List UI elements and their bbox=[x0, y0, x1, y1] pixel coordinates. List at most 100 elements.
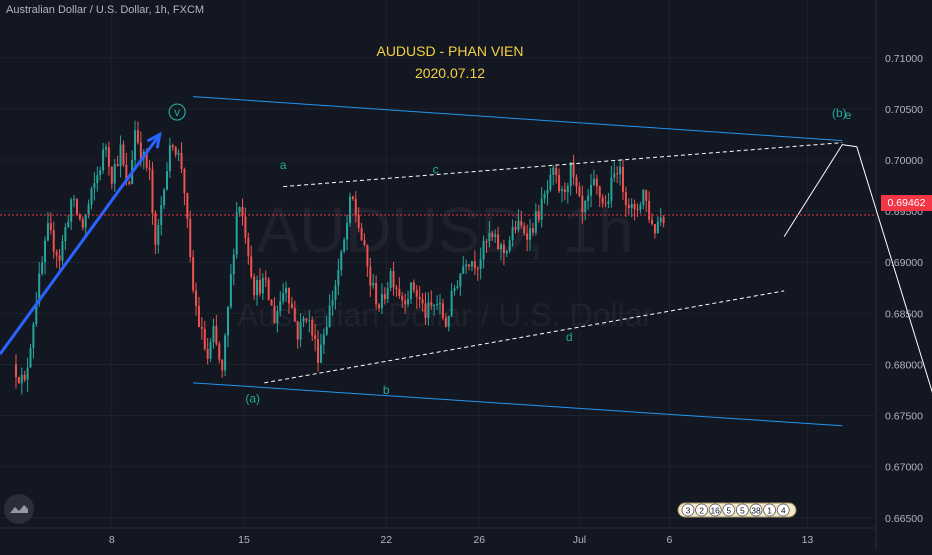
time-tick-label: 6 bbox=[667, 534, 673, 546]
candle-down bbox=[662, 217, 665, 224]
price-axis[interactable]: 0.710000.705000.700000.695000.690000.685… bbox=[885, 53, 923, 525]
candle-up bbox=[549, 174, 552, 190]
candle-up bbox=[113, 164, 116, 184]
candle-up bbox=[433, 305, 436, 307]
candle-up bbox=[64, 227, 67, 242]
candle-up bbox=[285, 287, 288, 294]
candle-down bbox=[633, 203, 636, 210]
candle-down bbox=[81, 219, 84, 228]
candle-down bbox=[526, 233, 529, 240]
candle-down bbox=[116, 164, 119, 167]
time-tick-label: 22 bbox=[380, 534, 392, 546]
candle-up bbox=[482, 241, 485, 260]
candle-up bbox=[325, 326, 328, 335]
candle-down bbox=[395, 287, 398, 290]
candle-up bbox=[517, 220, 520, 230]
analysis-title-line1: AUDUSD - PHAN VIEN bbox=[376, 43, 523, 59]
candle-down bbox=[215, 325, 218, 344]
candle-down bbox=[128, 181, 131, 185]
watermark-symbol: AUDUSD, 1h bbox=[257, 194, 634, 266]
candle-up bbox=[508, 240, 511, 251]
event-badge-circle bbox=[749, 503, 763, 517]
candle-down bbox=[151, 169, 154, 214]
impulse-arrow-line bbox=[0, 133, 161, 356]
drawings bbox=[0, 96, 932, 427]
candle-up bbox=[134, 130, 137, 161]
candle-down bbox=[58, 255, 61, 261]
candle-down bbox=[383, 294, 386, 300]
candle-down bbox=[468, 264, 471, 267]
event-badge[interactable]: 5 bbox=[722, 503, 736, 517]
candle-up bbox=[279, 301, 282, 312]
candle-down bbox=[378, 304, 381, 309]
candle-up bbox=[479, 259, 482, 269]
event-badge-count: 1 bbox=[767, 506, 772, 516]
candle-down bbox=[598, 186, 601, 198]
triangle-lower-line bbox=[264, 290, 785, 384]
candle-down bbox=[351, 196, 354, 199]
candle-up bbox=[67, 221, 70, 228]
candle-up bbox=[226, 306, 229, 336]
candle-down bbox=[558, 174, 561, 192]
candle-down bbox=[197, 305, 200, 327]
candle-up bbox=[102, 149, 105, 171]
candle-down bbox=[192, 257, 195, 291]
event-badge[interactable]: 2 bbox=[695, 503, 708, 517]
event-badge[interactable]: 4 bbox=[776, 503, 790, 517]
wave-label-b: (b) bbox=[832, 106, 847, 120]
event-badge-count: 4 bbox=[781, 506, 786, 516]
candle-down bbox=[247, 237, 250, 257]
event-badge[interactable]: 1 bbox=[763, 503, 776, 517]
candle-up bbox=[427, 302, 430, 318]
event-badge-circle bbox=[681, 503, 695, 517]
event-badge[interactable]: 3 bbox=[681, 503, 695, 517]
candle-down bbox=[354, 198, 357, 215]
candle-up bbox=[119, 144, 122, 167]
time-axis[interactable]: 8152226Jul61320 bbox=[109, 534, 932, 546]
price-tick-label: 0.70000 bbox=[885, 155, 923, 167]
candle-up bbox=[389, 271, 392, 289]
candle-up bbox=[453, 288, 456, 292]
candle-up bbox=[276, 311, 279, 324]
candle-up bbox=[26, 367, 29, 380]
candle-up bbox=[99, 170, 102, 176]
candle-down bbox=[296, 321, 299, 340]
wave-label-b: b bbox=[383, 383, 390, 397]
candle-up bbox=[256, 279, 259, 296]
candle-down bbox=[273, 305, 276, 324]
price-tick-label: 0.71000 bbox=[885, 53, 923, 65]
economic-events[interactable]: 3 2 16 5 5 38 1 4 bbox=[677, 502, 797, 518]
candle-down bbox=[441, 303, 444, 318]
candle-down bbox=[174, 147, 177, 155]
candlestick-series bbox=[14, 120, 665, 395]
candle-up bbox=[450, 291, 453, 316]
candle-up bbox=[212, 325, 215, 343]
candle-up bbox=[44, 240, 47, 263]
candle-up bbox=[534, 211, 537, 233]
candle-down bbox=[17, 376, 20, 384]
candle-down bbox=[421, 299, 424, 304]
event-badge-count: 2 bbox=[699, 506, 704, 516]
candle-down bbox=[514, 227, 517, 230]
candle-down bbox=[195, 290, 198, 306]
candle-down bbox=[200, 326, 203, 329]
candle-down bbox=[491, 232, 494, 238]
candle-up bbox=[587, 195, 590, 201]
candle-down bbox=[651, 219, 654, 225]
candle-up bbox=[282, 293, 285, 302]
event-badge[interactable]: 5 bbox=[736, 503, 749, 517]
candle-down bbox=[375, 283, 378, 305]
candle-up bbox=[93, 183, 96, 189]
candle-up bbox=[569, 162, 572, 187]
price-tick-label: 0.68500 bbox=[885, 308, 923, 320]
event-badge[interactable]: 16 bbox=[708, 503, 722, 517]
candle-down bbox=[418, 296, 421, 300]
candle-down bbox=[171, 145, 174, 148]
candle-down bbox=[621, 166, 624, 192]
tradingview-logo[interactable] bbox=[4, 494, 34, 524]
event-badge[interactable]: 38 bbox=[749, 503, 763, 517]
candle-up bbox=[38, 273, 41, 304]
event-badge-count: 3 bbox=[686, 506, 691, 516]
candle-down bbox=[264, 277, 267, 280]
